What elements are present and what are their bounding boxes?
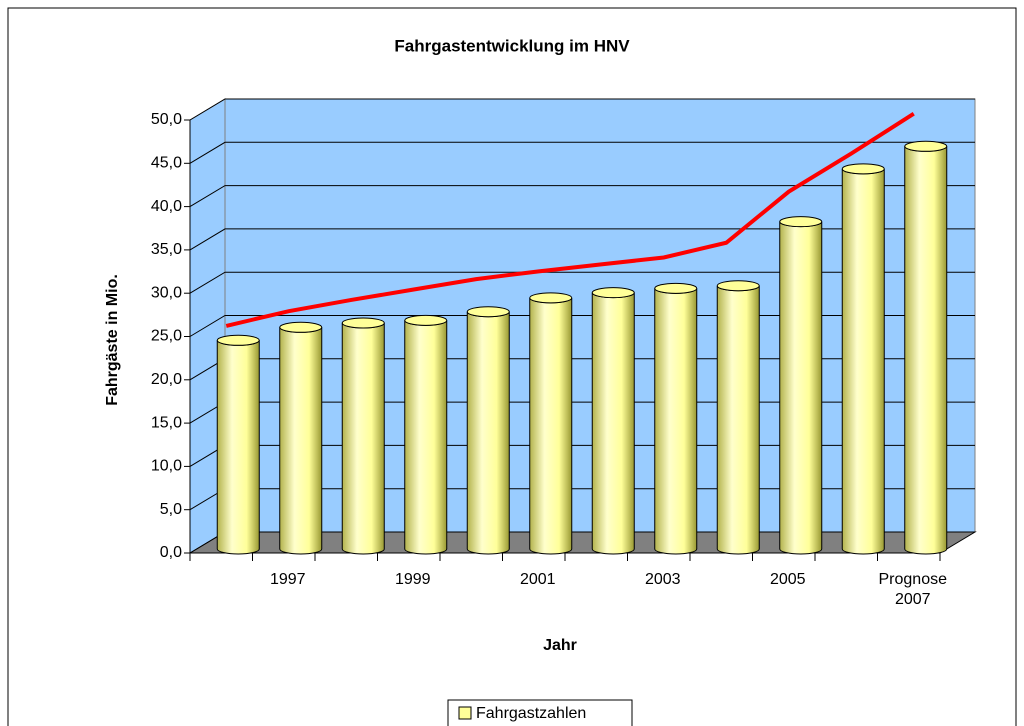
x-tick-label: 2005 [769, 571, 806, 588]
y-tick-label: 50,0 [151, 111, 182, 128]
grid-line [189, 228, 975, 251]
trend-line [225, 112, 915, 328]
bar [529, 297, 573, 555]
bar-top [341, 317, 385, 329]
bar [904, 146, 948, 555]
bar [404, 320, 448, 555]
bar [654, 288, 698, 555]
x-axis-label: Jahr [543, 637, 577, 654]
x-tick-label: 1999 [394, 571, 431, 588]
bar-top [841, 163, 885, 175]
bar-top [529, 292, 573, 304]
legend-label: Fahrgastzahlen [476, 705, 586, 722]
bar [591, 292, 635, 555]
y-tick-label: 10,0 [151, 458, 182, 475]
bar [279, 327, 323, 555]
legend-box [447, 699, 633, 726]
bar [779, 221, 823, 555]
y-tick-label: 40,0 [151, 198, 182, 215]
x-tick-label: 2003 [644, 571, 681, 588]
bar [841, 168, 885, 555]
grid-line [189, 271, 975, 294]
bar-top [279, 321, 323, 333]
bar [216, 340, 260, 555]
bar [341, 322, 385, 555]
bar-top [591, 287, 635, 299]
bar [466, 311, 510, 555]
y-tick-label: 0,0 [160, 544, 182, 561]
grid-line [189, 141, 975, 164]
bar [716, 285, 760, 555]
y-tick-label: 15,0 [151, 414, 182, 431]
bar-top [404, 314, 448, 326]
y-tick-label: 20,0 [151, 371, 182, 388]
y-axis-label: Fahrgäste in Mio. [104, 274, 121, 406]
bar-top [654, 282, 698, 294]
chart-title: Fahrgastentwicklung im HNV [394, 36, 630, 55]
y-tick-label: 45,0 [151, 155, 182, 172]
y-tick-label: 5,0 [160, 501, 182, 518]
bar-top [216, 334, 260, 346]
y-tick-label: 35,0 [151, 241, 182, 258]
y-tick-label: 25,0 [151, 328, 182, 345]
bar-top [779, 216, 823, 228]
x-tick-label: 2001 [519, 571, 556, 588]
x-tick-label: 1997 [269, 571, 306, 588]
bar-top [466, 306, 510, 318]
legend-swatch [458, 706, 472, 720]
grid-line [189, 98, 975, 121]
bar-top [716, 280, 760, 292]
x-tick-label: Prognose 2007 [878, 571, 948, 608]
y-tick-label: 30,0 [151, 284, 182, 301]
bar-top [904, 140, 948, 152]
grid-line [189, 185, 975, 208]
